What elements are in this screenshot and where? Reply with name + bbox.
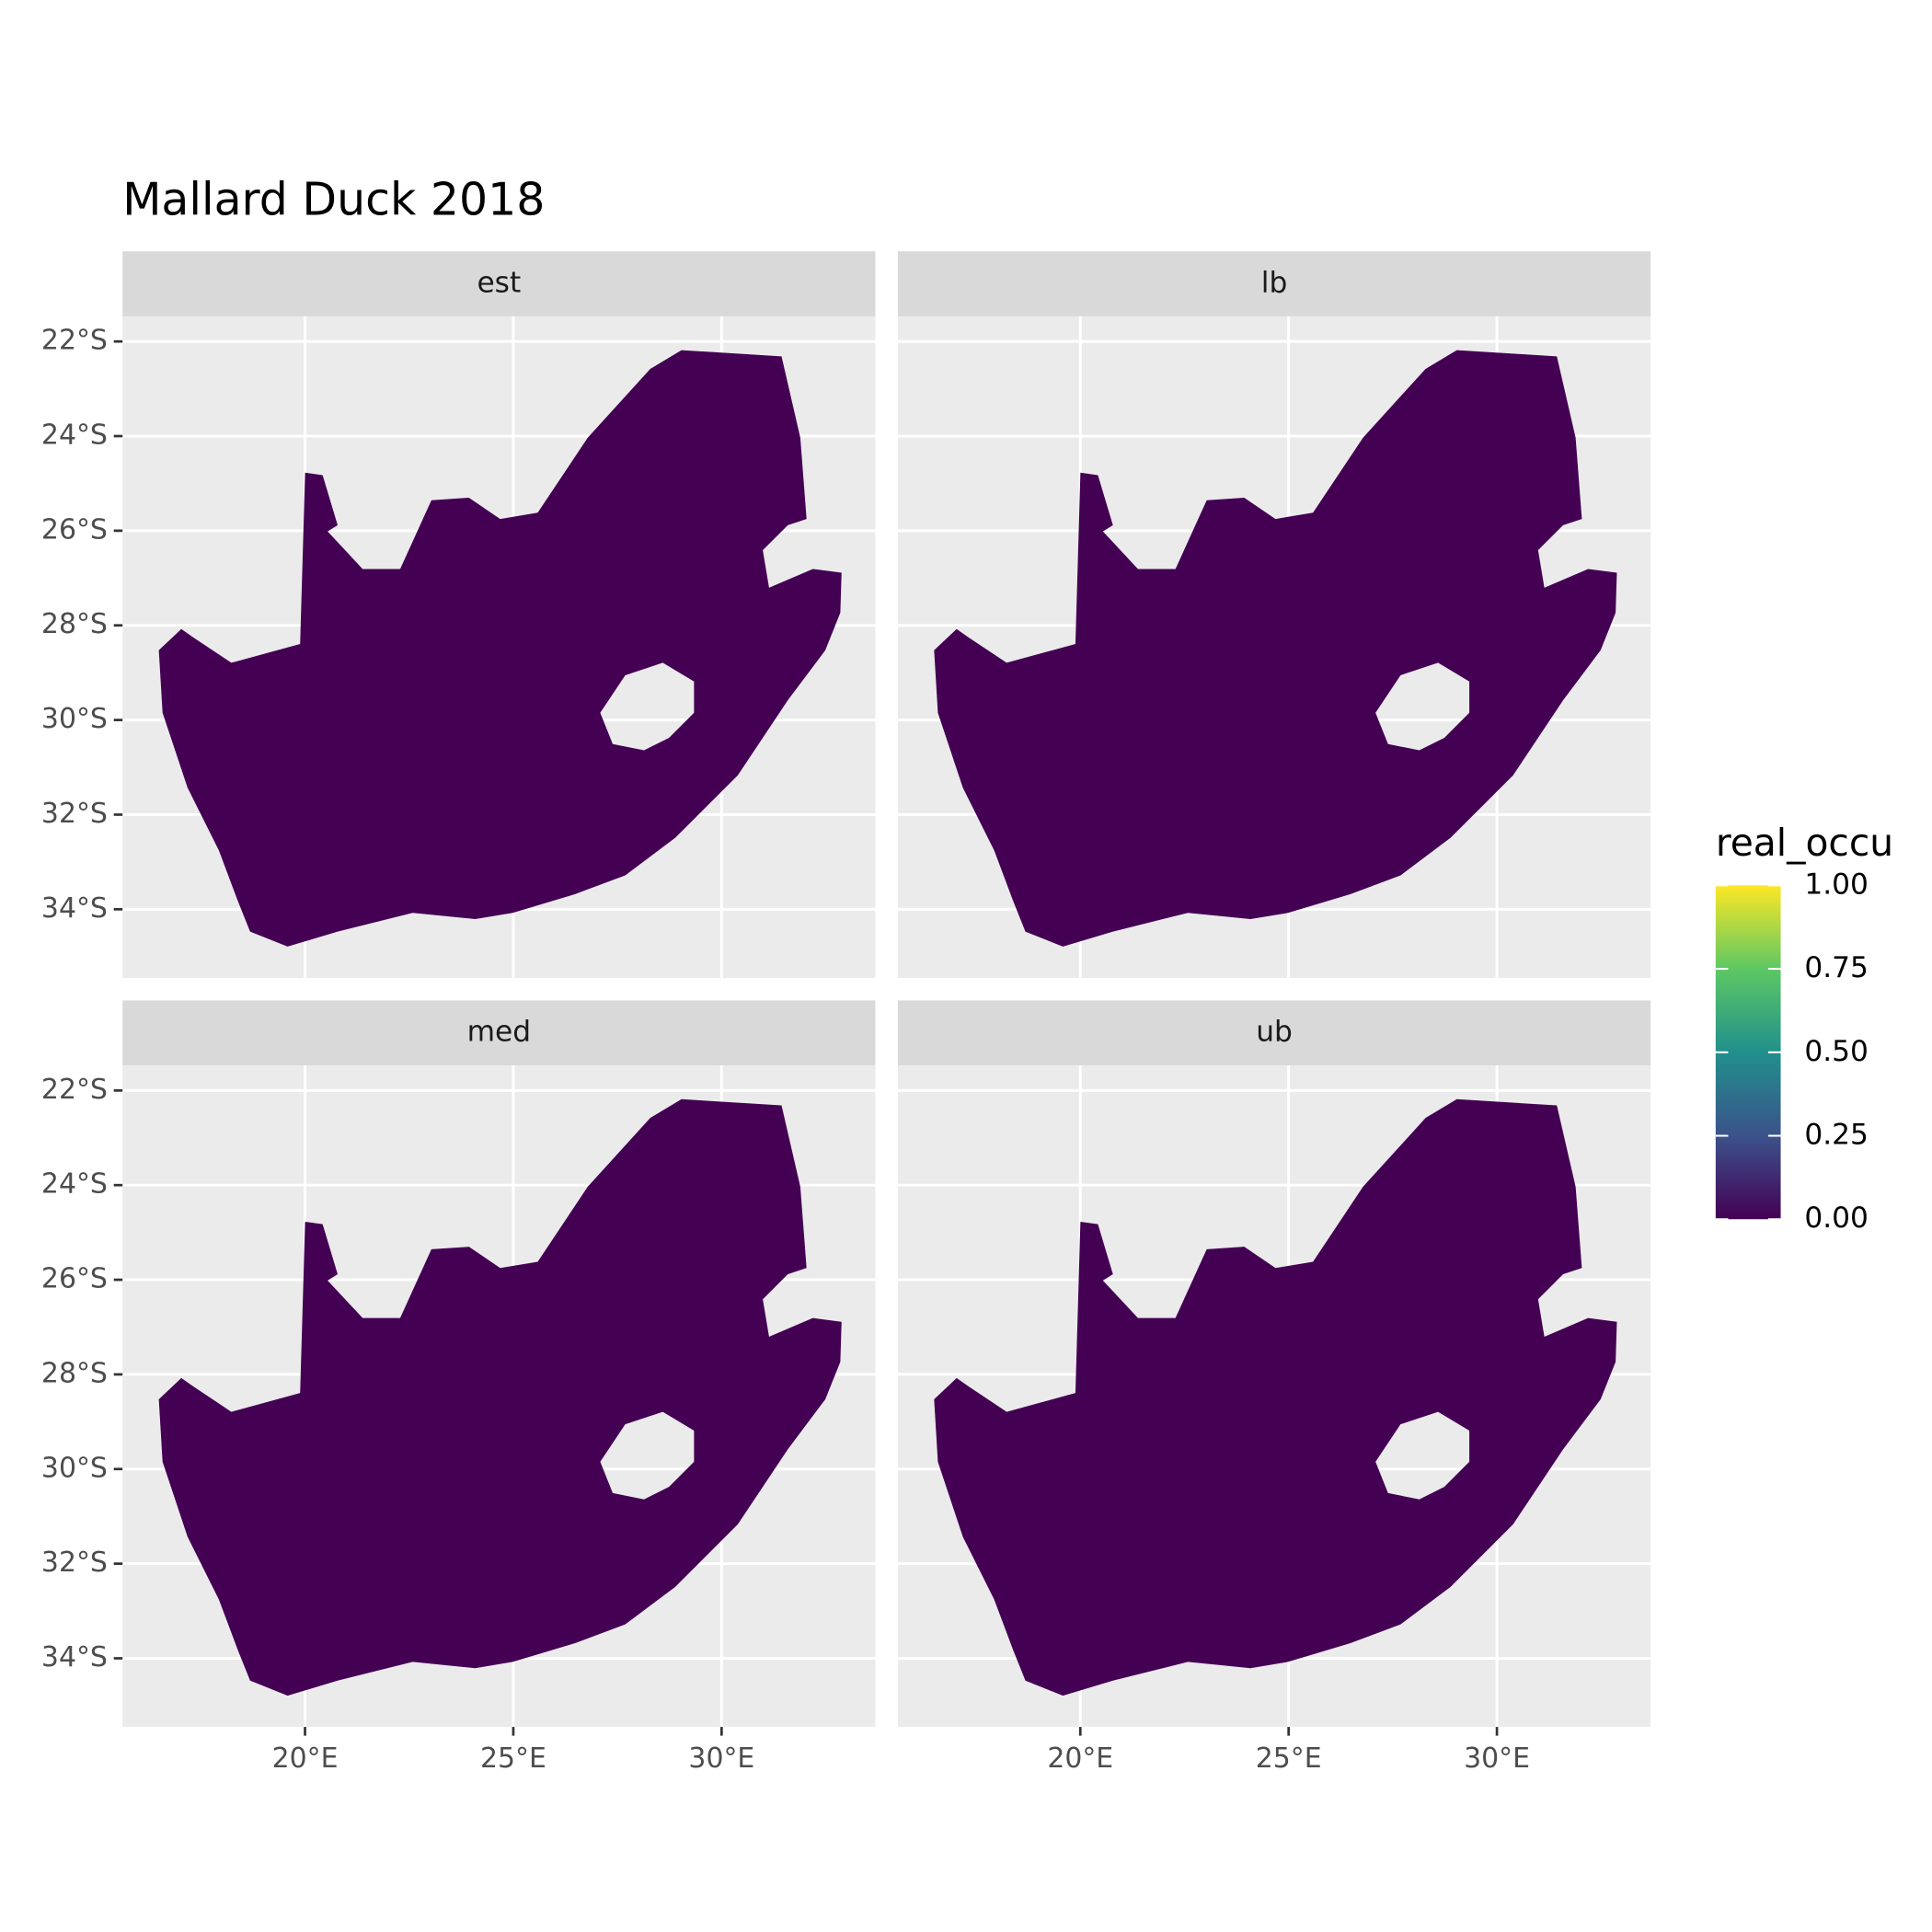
legend-label: 0.75 <box>1804 951 1869 984</box>
y-tick-label: 28°S <box>41 608 108 640</box>
y-tick-label: 26°S <box>41 513 108 546</box>
legend-label: 0.00 <box>1804 1202 1869 1235</box>
legend-label: 0.25 <box>1804 1119 1869 1152</box>
y-tick-label: 22°S <box>41 325 108 357</box>
x-tick-label: 30°E <box>1464 1742 1530 1775</box>
strip <box>122 1000 876 1066</box>
strip-label: lb <box>1261 267 1288 300</box>
y-tick-label: 32°S <box>41 1547 108 1579</box>
legend-title: real_occu <box>1716 821 1893 865</box>
legend-label: 1.00 <box>1804 868 1869 901</box>
y-tick-label: 24°S <box>41 1168 108 1201</box>
x-tick-label: 20°E <box>1047 1742 1113 1775</box>
y-tick-label: 32°S <box>41 798 108 830</box>
y-tick-label: 30°S <box>41 1452 108 1484</box>
strip <box>897 1000 1651 1066</box>
y-tick-label: 34°S <box>41 892 108 925</box>
strip-label: ub <box>1256 1016 1293 1049</box>
strip-label: est <box>477 267 521 300</box>
y-tick-label: 34°S <box>41 1641 108 1673</box>
y-tick-label: 30°S <box>41 703 108 735</box>
x-tick-label: 20°E <box>272 1742 339 1775</box>
x-tick-label: 30°E <box>688 1742 754 1775</box>
x-tick-label: 25°E <box>1256 1742 1322 1775</box>
strip-label: med <box>467 1016 532 1049</box>
strip <box>122 251 876 316</box>
strip <box>897 251 1651 316</box>
y-tick-label: 26°S <box>41 1263 108 1295</box>
x-tick-label: 25°E <box>480 1742 546 1775</box>
chart-title: Mallard Duck 2018 <box>122 174 545 226</box>
y-tick-label: 24°S <box>41 420 108 452</box>
y-tick-label: 22°S <box>41 1074 108 1106</box>
y-tick-label: 28°S <box>41 1357 108 1389</box>
legend-label: 0.50 <box>1804 1035 1869 1068</box>
